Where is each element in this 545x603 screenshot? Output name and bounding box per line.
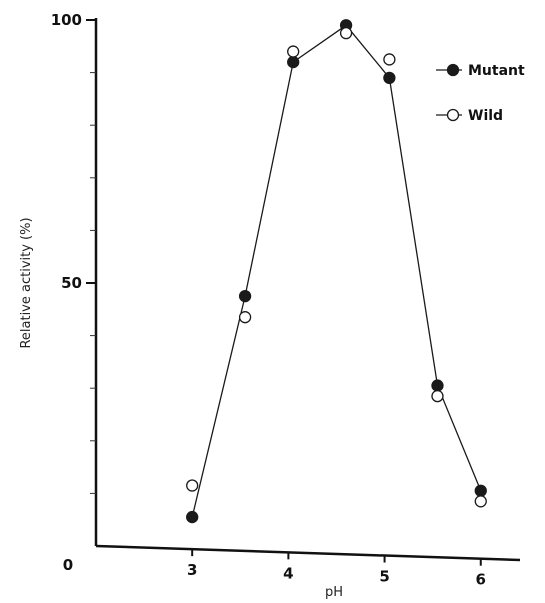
series-lines-group [191, 24, 482, 518]
data-point-mutant [383, 71, 396, 85]
legend-label-wild: Wild [468, 108, 503, 124]
data-point-mutant [431, 379, 444, 392]
data-point-mutant [474, 484, 487, 497]
x-tick-label: 5 [379, 568, 389, 586]
data-point-wild [474, 495, 487, 508]
x-tick-label: 4 [283, 564, 293, 582]
markers-group [186, 19, 487, 524]
series-line-mutant [191, 24, 482, 518]
legend-label-mutant: Mutant [468, 63, 525, 79]
data-point-wild [238, 311, 252, 324]
data-point-wild [339, 27, 353, 40]
legend-marker [446, 63, 460, 77]
x-origin-label: 0 [63, 556, 73, 574]
ticks-group: 50 100 3 4 5 6 [51, 11, 486, 589]
x-axis-title: pH [325, 585, 343, 600]
data-point-wild [431, 389, 444, 403]
x-axis-line [95, 544, 521, 562]
data-point-mutant [186, 510, 199, 524]
y-axis-title: Relative activity (%) [19, 217, 34, 348]
data-point-mutant [238, 289, 252, 303]
data-point-mutant [287, 55, 300, 69]
data-point-wild [287, 45, 300, 58]
x-tick-label: 6 [476, 571, 486, 589]
axes-group [94, 18, 521, 562]
y-tick-label: 50 [61, 274, 82, 292]
x-tick-label: 3 [187, 561, 197, 579]
data-point-wild [383, 53, 396, 66]
legend: Mutant Wild [436, 63, 525, 124]
y-tick-label: 100 [51, 11, 82, 29]
legend-marker [446, 108, 460, 122]
data-point-wild [186, 479, 199, 492]
